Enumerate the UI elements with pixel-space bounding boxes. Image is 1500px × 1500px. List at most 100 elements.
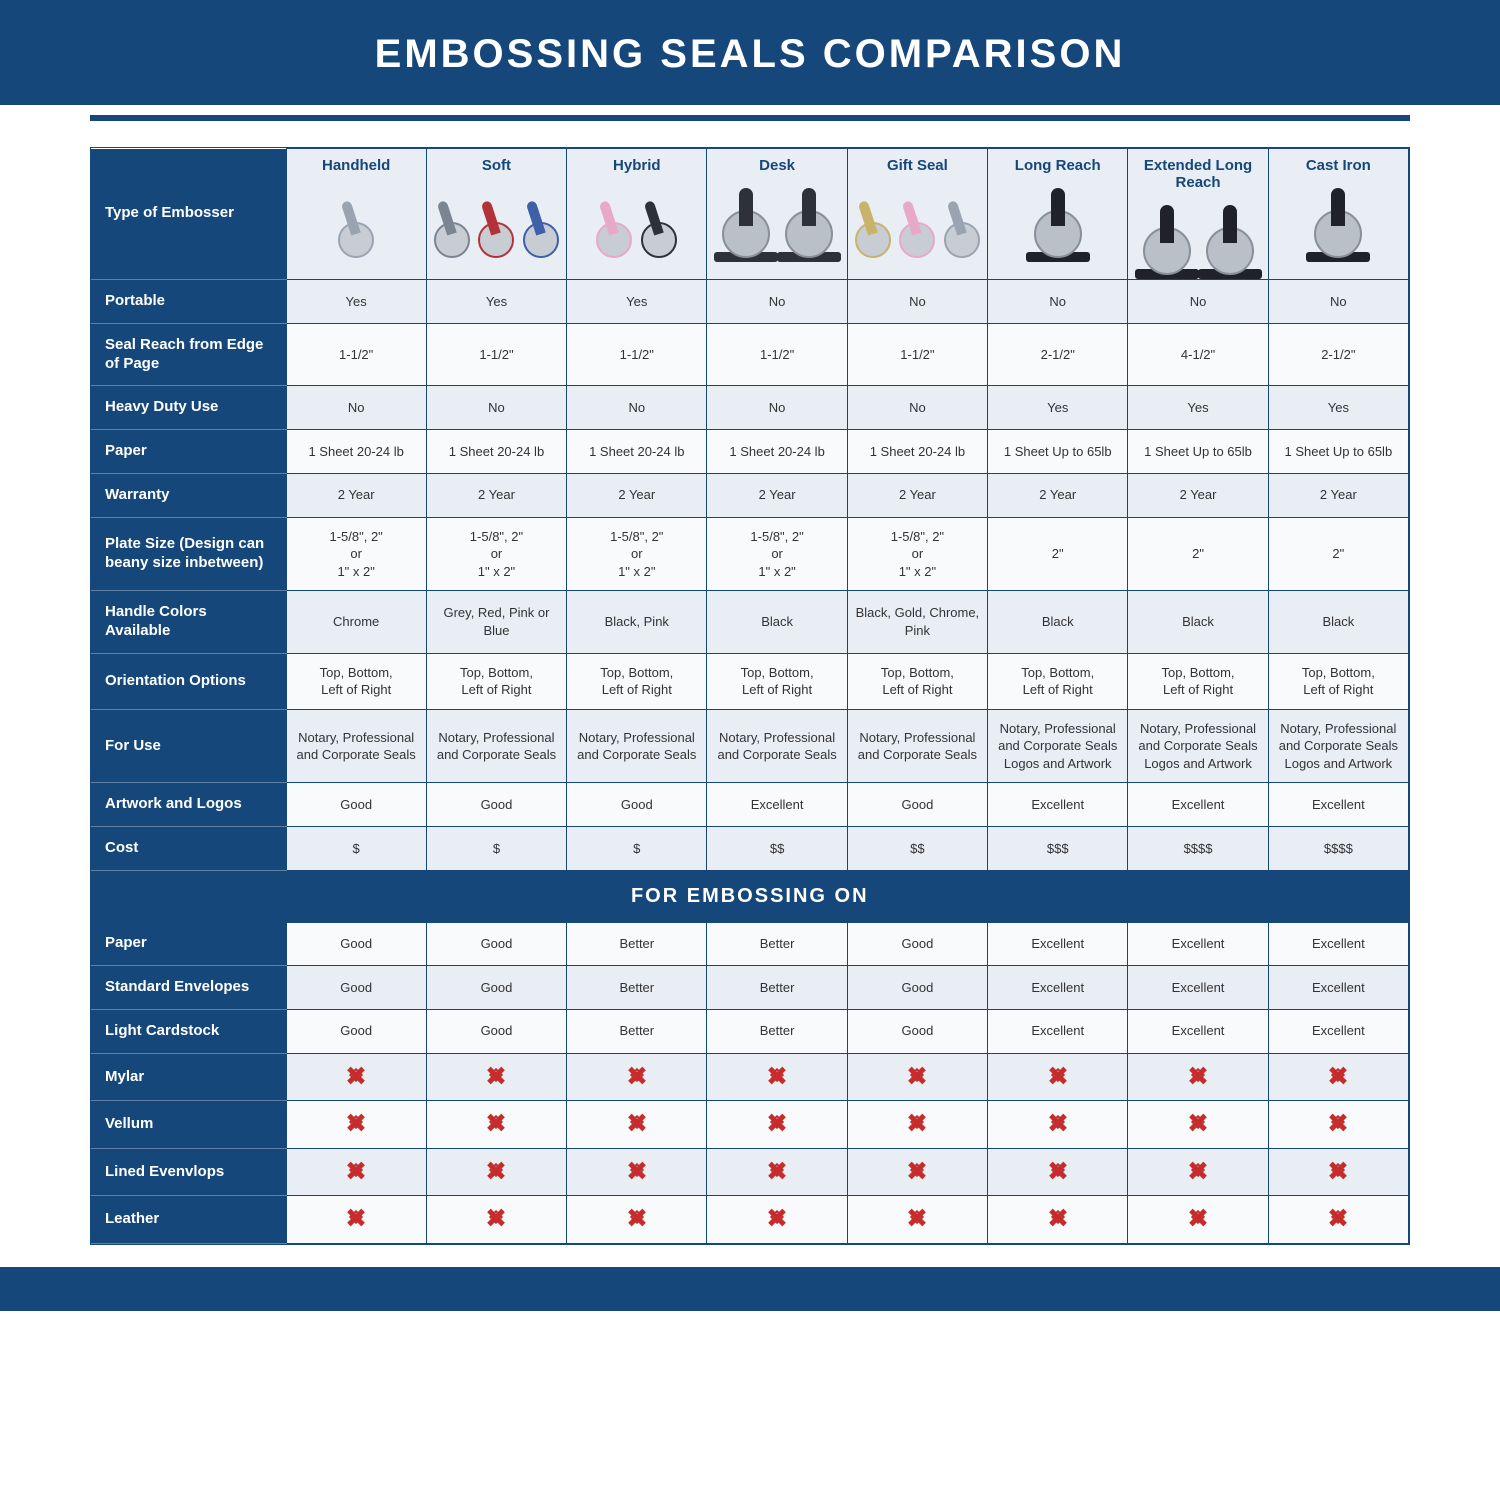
table-cell: 1-1/2" bbox=[567, 323, 707, 386]
table-cell: Good bbox=[286, 783, 426, 827]
table-row: PaperGoodGoodBetterBetterGoodExcellentEx… bbox=[91, 922, 1409, 965]
row-label: Light Cardstock bbox=[91, 1009, 286, 1053]
table-row: Plate Size (Design can beany size inbetw… bbox=[91, 517, 1409, 591]
table-row: Cost$$$$$$$$$$$$$$$$$$ bbox=[91, 827, 1409, 871]
table-cell: Top, Bottom,Left of Right bbox=[988, 653, 1128, 709]
table-cell: 1-1/2" bbox=[847, 323, 987, 386]
not-supported-icon bbox=[766, 1159, 788, 1181]
table-cell: $ bbox=[286, 827, 426, 871]
row-label: Plate Size (Design can beany size inbetw… bbox=[91, 517, 286, 591]
table-cell: Chrome bbox=[286, 591, 426, 654]
table-cell bbox=[1268, 1053, 1408, 1101]
column-label: Soft bbox=[431, 157, 562, 174]
table-cell: Better bbox=[567, 922, 707, 965]
not-supported-icon bbox=[1327, 1159, 1349, 1181]
row-label: Leather bbox=[91, 1196, 286, 1244]
table-row: Leather bbox=[91, 1196, 1409, 1244]
row-label: For Use bbox=[91, 709, 286, 783]
column-header: Soft bbox=[426, 149, 566, 280]
not-supported-icon bbox=[485, 1159, 507, 1181]
table-row: Paper1 Sheet 20-24 lb1 Sheet 20-24 lb1 S… bbox=[91, 430, 1409, 474]
not-supported-icon bbox=[485, 1206, 507, 1228]
table-row: Orientation OptionsTop, Bottom,Left of R… bbox=[91, 653, 1409, 709]
table-cell: 2-1/2" bbox=[988, 323, 1128, 386]
embosser-icon bbox=[941, 198, 983, 258]
column-header: Cast Iron bbox=[1268, 149, 1408, 280]
not-supported-icon bbox=[1047, 1064, 1069, 1086]
table-cell: Excellent bbox=[1128, 922, 1268, 965]
row-label: Paper bbox=[91, 922, 286, 965]
table-cell bbox=[426, 1053, 566, 1101]
column-header: Gift Seal bbox=[847, 149, 987, 280]
table-cell: 1-1/2" bbox=[426, 323, 566, 386]
table-cell: 1-5/8", 2"or1" x 2" bbox=[707, 517, 847, 591]
table-cell: Good bbox=[847, 783, 987, 827]
table-cell bbox=[567, 1148, 707, 1196]
table-cell: 1 Sheet Up to 65lb bbox=[1128, 430, 1268, 474]
table-cell bbox=[707, 1148, 847, 1196]
table-cell bbox=[988, 1196, 1128, 1244]
table-cell: Notary, Professional and Corporate Seals… bbox=[988, 709, 1128, 783]
table-row: Vellum bbox=[91, 1101, 1409, 1149]
table-cell: Top, Bottom,Left of Right bbox=[286, 653, 426, 709]
embosser-icon bbox=[1137, 215, 1197, 275]
row-label: Portable bbox=[91, 280, 286, 324]
not-supported-icon bbox=[766, 1111, 788, 1133]
not-supported-icon bbox=[1327, 1064, 1349, 1086]
table-cell: 2-1/2" bbox=[1268, 323, 1408, 386]
table-cell: Better bbox=[707, 922, 847, 965]
not-supported-icon bbox=[626, 1206, 648, 1228]
column-label: Hybrid bbox=[571, 157, 702, 174]
table-cell bbox=[286, 1101, 426, 1149]
table-cell: Excellent bbox=[1268, 922, 1408, 965]
table-cell: $$ bbox=[847, 827, 987, 871]
table-cell bbox=[567, 1101, 707, 1149]
table-cell: Good bbox=[426, 922, 566, 965]
table-cell: Black bbox=[1128, 591, 1268, 654]
embosser-icon-group bbox=[1273, 180, 1404, 258]
table-cell: 2 Year bbox=[1268, 473, 1408, 517]
table-cell: 4-1/2" bbox=[1128, 323, 1268, 386]
table-cell: Top, Bottom,Left of Right bbox=[1128, 653, 1268, 709]
row-label: Vellum bbox=[91, 1101, 286, 1149]
table-row: Handle Colors AvailableChromeGrey, Red, … bbox=[91, 591, 1409, 654]
table-cell: 2 Year bbox=[707, 473, 847, 517]
comparison-table: Type of Embosser HandheldSoftHybridDeskG… bbox=[91, 148, 1409, 1244]
table-cell bbox=[1128, 1148, 1268, 1196]
table-cell: 2 Year bbox=[1128, 473, 1268, 517]
row-label: Heavy Duty Use bbox=[91, 386, 286, 430]
table-cell: 1-5/8", 2"or1" x 2" bbox=[847, 517, 987, 591]
row-label: Orientation Options bbox=[91, 653, 286, 709]
table-cell bbox=[707, 1053, 847, 1101]
not-supported-icon bbox=[1187, 1206, 1209, 1228]
table-cell: Excellent bbox=[1268, 966, 1408, 1010]
table-row: Standard EnvelopesGoodGoodBetterBetterGo… bbox=[91, 966, 1409, 1010]
table-cell: Excellent bbox=[1268, 1009, 1408, 1053]
table-header-row: Type of Embosser HandheldSoftHybridDeskG… bbox=[91, 149, 1409, 280]
embosser-icon-group bbox=[431, 180, 562, 258]
table-row: Lined Evenvlops bbox=[91, 1148, 1409, 1196]
table-cell: 2" bbox=[1268, 517, 1408, 591]
table-cell: Good bbox=[567, 783, 707, 827]
table-row: Warranty2 Year2 Year2 Year2 Year2 Year2 … bbox=[91, 473, 1409, 517]
table-cell: Top, Bottom,Left of Right bbox=[847, 653, 987, 709]
page-title: EMBOSSING SEALS COMPARISON bbox=[0, 0, 1500, 105]
column-label: Cast Iron bbox=[1273, 157, 1404, 174]
embosser-icon bbox=[476, 198, 518, 258]
table-cell: Top, Bottom,Left of Right bbox=[567, 653, 707, 709]
table-cell: Notary, Professional and Corporate Seals… bbox=[1268, 709, 1408, 783]
not-supported-icon bbox=[1187, 1111, 1209, 1133]
table-cell: Excellent bbox=[707, 783, 847, 827]
table-cell: 1-1/2" bbox=[707, 323, 847, 386]
embosser-icon bbox=[716, 198, 776, 258]
column-label: Desk bbox=[711, 157, 842, 174]
table-cell bbox=[988, 1053, 1128, 1101]
table-row: Heavy Duty UseNoNoNoNoNoYesYesYes bbox=[91, 386, 1409, 430]
type-of-embosser-label: Type of Embosser bbox=[91, 149, 286, 280]
not-supported-icon bbox=[1187, 1159, 1209, 1181]
embossing-on-header: FOR EMBOSSING ON bbox=[91, 870, 1409, 922]
table-cell: Good bbox=[847, 966, 987, 1010]
embosser-icon-group bbox=[291, 180, 422, 258]
not-supported-icon bbox=[1327, 1111, 1349, 1133]
row-label: Cost bbox=[91, 827, 286, 871]
